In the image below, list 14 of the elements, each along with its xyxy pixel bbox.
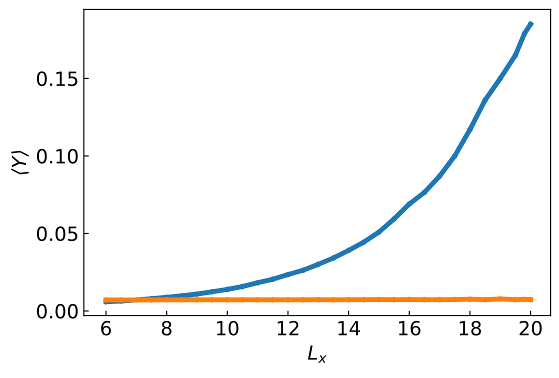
x-tick-label: 12: [278, 320, 298, 336]
x-tick-label: 8: [162, 320, 172, 336]
x-tick-label: 20: [520, 320, 542, 336]
x-axis-title: L$_{x}$: [308, 345, 327, 363]
x-tick-label: 14: [338, 321, 360, 336]
y-tick-label: 0.00: [36, 304, 78, 319]
x-tick-label: 16: [399, 320, 420, 336]
y-tick-label: 0.05: [36, 226, 78, 242]
x-tick-label: 18: [460, 320, 481, 336]
x-tick-label: 10: [217, 320, 238, 336]
y-axis-title: ⟨Y⟩: [11, 150, 29, 174]
y-tick-label: 0.15: [36, 71, 78, 86]
x-tick-label: 6: [101, 320, 111, 336]
y-tick-label: 0.10: [36, 148, 78, 164]
